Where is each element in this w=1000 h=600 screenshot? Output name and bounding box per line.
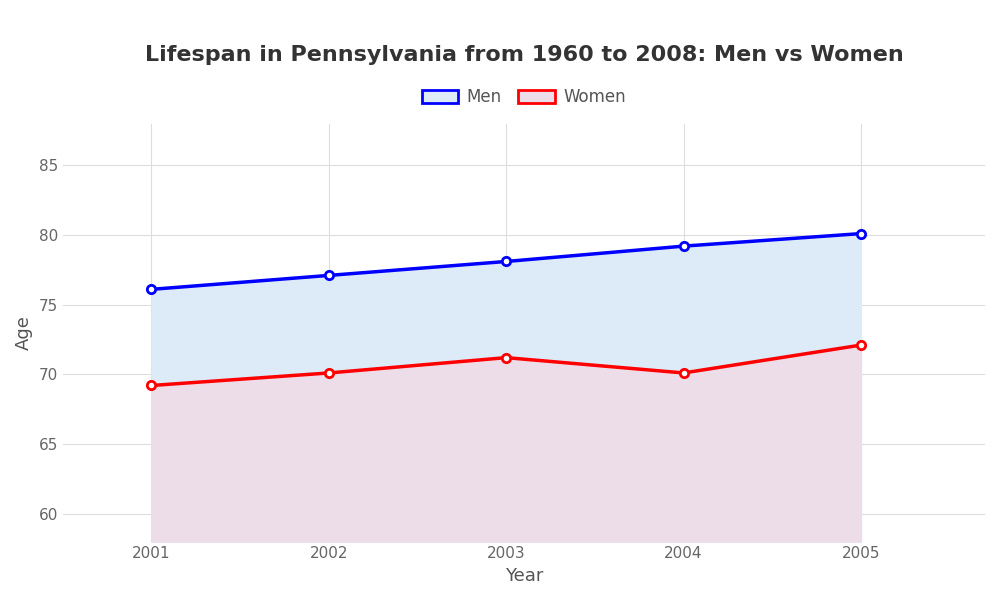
Legend: Men, Women: Men, Women xyxy=(415,82,633,113)
X-axis label: Year: Year xyxy=(505,567,543,585)
Y-axis label: Age: Age xyxy=(15,315,33,350)
Title: Lifespan in Pennsylvania from 1960 to 2008: Men vs Women: Lifespan in Pennsylvania from 1960 to 20… xyxy=(145,45,903,65)
